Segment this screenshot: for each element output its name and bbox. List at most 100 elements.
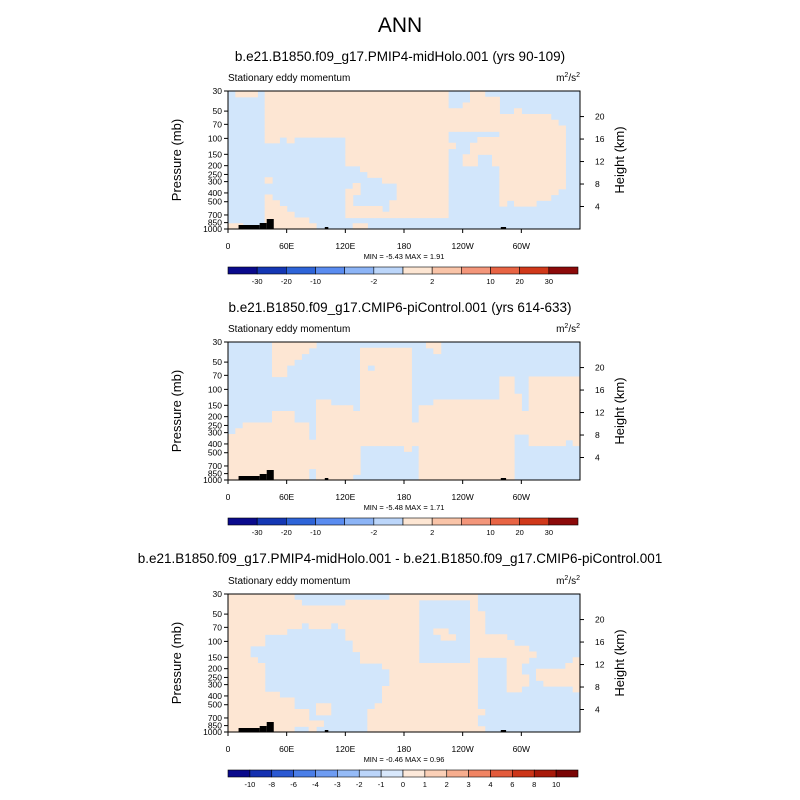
heatmap-cell (382, 108, 390, 115)
heatmap-cell (374, 622, 383, 630)
heatmap-cell (338, 605, 346, 612)
heatmap-cell (440, 142, 449, 150)
heatmap-cell (250, 594, 258, 601)
heatmap-cell (448, 439, 456, 447)
y-tick-label: 8 (595, 179, 600, 189)
heatmap-cell (360, 611, 368, 618)
heatmap-cell (477, 102, 486, 109)
heatmap-cell (257, 451, 266, 458)
x-tick-label: 0 (226, 241, 231, 251)
x-tick-label: 180 (397, 492, 411, 502)
heatmap-cell (499, 405, 508, 412)
heatmap-cell (250, 703, 258, 710)
heatmap-cell (374, 160, 383, 167)
heatmap-cell (470, 399, 478, 406)
heatmap-cell (316, 439, 324, 447)
topography-bump (266, 470, 274, 480)
heatmap-cell (235, 428, 244, 435)
heatmap-cell (404, 183, 412, 190)
heatmap-cell (352, 416, 361, 424)
heatmap-cell (242, 445, 251, 452)
heatmap-cell (360, 411, 368, 418)
heatmap-cell (418, 668, 427, 676)
heatmap-cell (272, 200, 280, 207)
heatmap-cell (330, 96, 339, 104)
heatmap-cell (433, 206, 442, 213)
colorbar-label: 0 (401, 780, 405, 789)
heatmap-cell (448, 445, 456, 452)
heatmap-cell (543, 411, 552, 418)
heatmap-cell (455, 680, 464, 687)
heatmap-cell (470, 703, 478, 710)
heatmap-cell (404, 726, 412, 733)
heatmap-cell (330, 102, 339, 109)
heatmap-cell (294, 434, 302, 441)
heatmap-cell (462, 102, 471, 109)
heatmap-cell (462, 411, 471, 418)
heatmap-cell (389, 622, 398, 630)
heatmap-cell (528, 416, 537, 424)
heatmap-cell (411, 634, 420, 641)
heatmap-cell (279, 102, 288, 109)
heatmap-cell (411, 148, 420, 155)
heatmap-cell (492, 640, 500, 647)
y-tick-label: 30 (213, 337, 223, 347)
heatmap-cell (323, 102, 332, 109)
heatmap-cell (272, 422, 280, 429)
heatmap-cell (462, 668, 471, 676)
heatmap-cell (455, 451, 464, 458)
heatmap-cell (411, 96, 420, 104)
heatmap-cell (448, 726, 456, 733)
heatmap-cell (272, 691, 280, 699)
heatmap-cell (242, 645, 251, 653)
heatmap-cell (506, 640, 515, 647)
heatmap-cell (543, 668, 552, 676)
heatmap-cell (360, 434, 368, 441)
heatmap-cell (411, 194, 420, 201)
heatmap-cell (484, 462, 493, 470)
heatmap-cell (404, 416, 412, 424)
heatmap-cell (235, 640, 244, 647)
heatmap-cell (506, 137, 515, 144)
heatmap-cell (360, 622, 368, 630)
heatmap-cell (316, 474, 324, 481)
heatmap-cell (389, 382, 398, 389)
heatmap-cell (257, 663, 266, 670)
heatmap-cell (499, 462, 508, 470)
heatmap-cell (374, 353, 383, 360)
heatmap-cell (521, 657, 530, 664)
heatmap-cell (543, 399, 552, 406)
heatmap-cell (330, 462, 339, 470)
heatmap-cell (506, 439, 515, 447)
heatmap-cell (374, 416, 383, 424)
y-tick-label: 12 (595, 157, 605, 167)
heatmap-cell (374, 165, 383, 173)
heatmap-cell (382, 651, 390, 658)
heatmap-cell (433, 183, 442, 190)
heatmap-cell (426, 416, 434, 424)
heatmap-cell (514, 428, 522, 435)
heatmap-cell (506, 171, 515, 178)
colorbar-swatch (271, 769, 294, 778)
heatmap-cell (492, 142, 500, 150)
heatmap-cell (360, 359, 368, 366)
x-tick-label: 60W (513, 241, 530, 251)
y-axis-label-right: Height (km) (612, 377, 627, 444)
heatmap-cell (279, 599, 288, 607)
heatmap-cell (279, 342, 288, 349)
heatmap-cell (455, 462, 464, 470)
heatmap-cell (543, 171, 552, 178)
heatmap-cell (352, 154, 361, 161)
heatmap-cell (396, 405, 405, 412)
heatmap-cell (264, 177, 273, 184)
heatmap-cell (235, 599, 244, 607)
heatmap-cell (484, 468, 493, 475)
heatmap-cell (462, 691, 471, 699)
heatmap-cell (396, 434, 405, 441)
heatmap-cell (272, 217, 280, 224)
heatmap-cell (404, 628, 412, 635)
heatmap-cell (396, 691, 405, 699)
topography-bump (259, 474, 267, 480)
units-sup1: 2 (564, 323, 568, 330)
heatmap-cell (279, 709, 288, 716)
